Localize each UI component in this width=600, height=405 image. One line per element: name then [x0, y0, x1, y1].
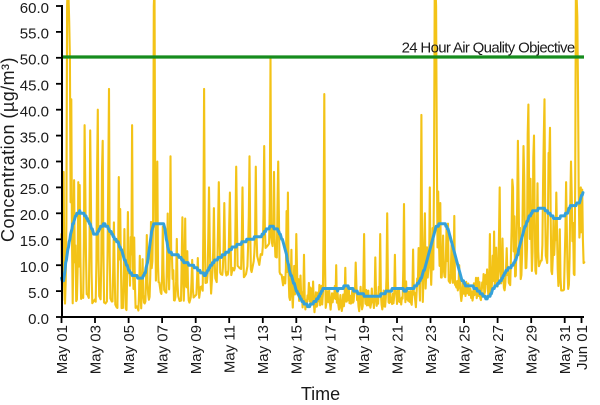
svg-text:May 27: May 27	[490, 325, 507, 374]
svg-text:35.0: 35.0	[20, 129, 49, 146]
svg-text:May 23: May 23	[423, 325, 440, 374]
svg-text:May 13: May 13	[255, 325, 272, 374]
svg-text:May 17: May 17	[322, 325, 339, 374]
svg-text:24 Hour Air Quality Objective: 24 Hour Air Quality Objective	[402, 39, 575, 56]
svg-text:May 31: May 31	[557, 325, 574, 374]
svg-text:May 25: May 25	[457, 325, 474, 374]
svg-text:Jun 01: Jun 01	[574, 325, 591, 370]
svg-text:45.0: 45.0	[20, 78, 49, 95]
svg-text:May 29: May 29	[524, 325, 541, 374]
svg-text:Concentration (µg/m³): Concentration (µg/m³)	[0, 57, 18, 242]
svg-text:20.0: 20.0	[20, 207, 49, 224]
svg-text:Time: Time	[301, 384, 340, 400]
svg-text:50.0: 50.0	[20, 52, 49, 69]
svg-text:55.0: 55.0	[20, 26, 49, 43]
svg-text:May 11: May 11	[222, 325, 239, 373]
svg-text:0.0: 0.0	[28, 311, 49, 328]
svg-text:May 19: May 19	[356, 325, 373, 374]
svg-text:May 07: May 07	[155, 325, 172, 374]
svg-text:15.0: 15.0	[20, 233, 49, 250]
svg-text:May 03: May 03	[87, 325, 104, 374]
svg-text:10.0: 10.0	[20, 259, 49, 276]
svg-text:May 09: May 09	[188, 325, 205, 374]
svg-text:5.0: 5.0	[28, 285, 49, 302]
svg-text:May 15: May 15	[289, 325, 306, 374]
svg-text:May 21: May 21	[389, 325, 406, 374]
svg-text:30.0: 30.0	[20, 155, 49, 172]
svg-text:60.0: 60.0	[20, 0, 49, 17]
svg-text:40.0: 40.0	[20, 104, 49, 121]
svg-text:25.0: 25.0	[20, 181, 49, 198]
svg-text:May 01: May 01	[54, 325, 71, 374]
svg-text:May 05: May 05	[121, 325, 138, 374]
